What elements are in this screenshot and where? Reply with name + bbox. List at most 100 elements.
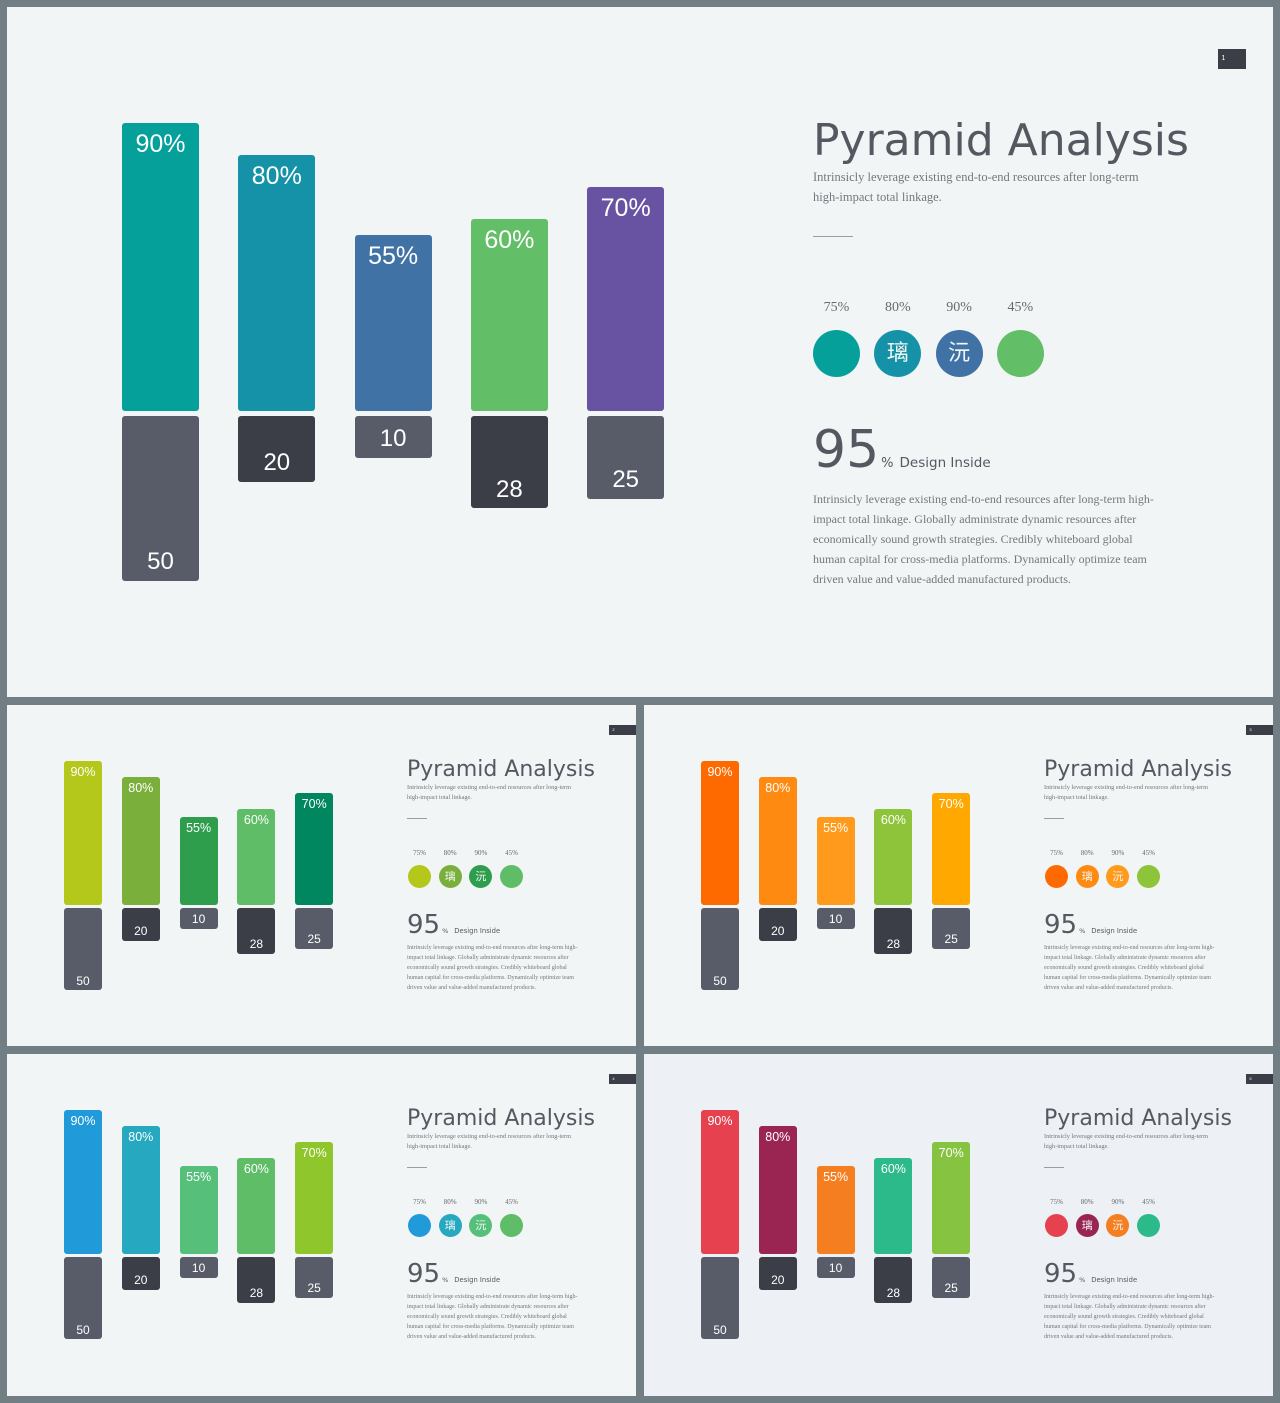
bar-bottom-5: 25 (587, 416, 665, 499)
bar-bottom-2: 20 (121, 1256, 160, 1290)
slide-number: 5 (1246, 1074, 1273, 1084)
bar-top-1: 90% (64, 1110, 102, 1254)
page-title: Pyramid Analysis (407, 1106, 595, 1131)
bar-bottom-2: 20 (758, 1256, 797, 1290)
bar-top-label: 55% (368, 242, 419, 270)
bar-top-2: 80% (758, 1126, 797, 1254)
divider (813, 236, 853, 237)
bar-top-5: 70% (295, 793, 334, 905)
bar-bottom-1: 50 (701, 1256, 739, 1339)
bar-bottom-5: 25 (295, 907, 334, 949)
bar-top-4: 60% (237, 1158, 276, 1254)
stat-label: Design Inside (1091, 927, 1138, 935)
bar-top-label: 90% (707, 1113, 733, 1128)
circle-percent-3: 90% (474, 849, 488, 857)
bar-top-label: 70% (938, 796, 964, 811)
circle-percent-2: 80% (1080, 1198, 1094, 1206)
slide-5: 90% 50 80% 20 55% 10 60% 28 70% 25 5 Pyramid Analys… (644, 1054, 1273, 1396)
bar-bottom-label: 28 (886, 1286, 901, 1301)
bar-top-label: 55% (186, 820, 212, 835)
bar-bottom-label: 10 (379, 425, 407, 453)
progress-circle-4 (500, 865, 524, 888)
subtitle: Intrinsicly leverage existing end-to-end… (407, 784, 572, 801)
bar-top-label: 60% (243, 812, 269, 827)
bar-top-2: 80% (758, 777, 797, 905)
stat-block: 95% Design Inside (1044, 910, 1137, 940)
progress-circle-2: 璃 (874, 330, 922, 377)
subtitle: Intrinsicly leverage existing end-to-end… (1044, 1133, 1209, 1150)
bar-bottom-label: 25 (944, 1281, 958, 1296)
circle-percent-2: 80% (1080, 849, 1094, 857)
subtitle: Intrinsicly leverage existing end-to-end… (1044, 784, 1209, 801)
progress-circle-3: 沅 (469, 1214, 493, 1237)
bar-bottom-3: 10 (816, 907, 855, 929)
bar-bottom-4: 28 (470, 416, 548, 509)
bar-top-label: 80% (765, 780, 791, 795)
slide-3: 90% 50 80% 20 55% 10 60% 28 70% 25 3 Pyramid Analys… (644, 705, 1273, 1046)
body-text: Intrinsicly leverage existing end-to-end… (407, 1294, 578, 1340)
bar-top-label: 90% (70, 1113, 96, 1128)
bar-top-4: 60% (874, 809, 913, 905)
bar-bottom-1: 50 (701, 907, 739, 990)
circle-percent-3: 90% (1111, 849, 1125, 857)
divider (407, 1167, 427, 1168)
bar-bottom-label: 25 (307, 1281, 321, 1296)
bar-top-5: 70% (295, 1142, 334, 1254)
bar-bottom-label: 10 (191, 912, 206, 927)
progress-circle-1 (408, 865, 431, 888)
bar-top-label: 60% (880, 812, 906, 827)
bar-top-1: 90% (701, 761, 739, 905)
progress-circle-1 (813, 330, 860, 377)
circle-percent-2: 80% (443, 849, 457, 857)
slide-number: 4 (609, 1074, 636, 1084)
stat-value: 95 (813, 420, 880, 480)
circle-percent-1: 75% (413, 1198, 426, 1206)
bar-bottom-label: 28 (249, 937, 264, 952)
stat-block: 95% Design Inside (407, 910, 500, 940)
bar-bottom-label: 10 (828, 1261, 843, 1276)
circle-percent-4: 45% (505, 1198, 519, 1206)
bar-bottom-label: 20 (134, 1273, 148, 1288)
bar-bottom-2: 20 (121, 907, 160, 941)
bar-bottom-label: 28 (249, 1286, 264, 1301)
bar-bottom-4: 28 (874, 1256, 913, 1303)
bar-top-5: 70% (587, 187, 665, 411)
bar-top-1: 90% (122, 123, 199, 411)
bar-bottom-label: 50 (713, 1322, 727, 1337)
stat-unit: % (1079, 927, 1086, 935)
bar-top-label: 90% (707, 764, 733, 779)
stat-unit: % (881, 456, 894, 471)
bar-bottom-1: 50 (64, 1256, 102, 1339)
bar-top-5: 70% (932, 793, 971, 905)
bar-top-label: 60% (243, 1161, 269, 1176)
page-title: Pyramid Analysis (407, 757, 595, 782)
bar-bottom-5: 25 (932, 1256, 971, 1298)
bar-top-label: 80% (251, 162, 302, 190)
progress-circle-2: 璃 (438, 1214, 462, 1237)
bar-bottom-label: 28 (886, 937, 901, 952)
progress-circle-3: 沅 (1106, 865, 1130, 888)
circle-percent-4: 45% (1142, 1198, 1156, 1206)
bar-bottom-3: 10 (179, 1256, 218, 1278)
bar-bottom-label: 25 (612, 465, 640, 493)
bar-top-2: 80% (238, 155, 316, 411)
bar-top-label: 60% (880, 1161, 906, 1176)
bar-bottom-4: 28 (237, 1256, 276, 1303)
slide-number: 1 (1218, 49, 1246, 69)
divider (1044, 1167, 1064, 1168)
stat-value: 95 (407, 910, 441, 940)
bar-top-1: 90% (64, 761, 102, 905)
divider (407, 818, 427, 819)
bar-top-2: 80% (121, 777, 160, 905)
bar-top-3: 55% (816, 1166, 855, 1254)
body-text: Intrinsicly leverage existing end-to-end… (1044, 1294, 1215, 1340)
bar-bottom-label: 10 (191, 1261, 206, 1276)
progress-circle-4 (1137, 1214, 1161, 1237)
bar-top-4: 60% (237, 809, 276, 905)
bar-bottom-label: 50 (147, 548, 174, 576)
stat-value: 95 (1044, 1259, 1078, 1289)
circle-percent-1: 75% (1050, 849, 1063, 857)
progress-circle-4 (1137, 865, 1161, 888)
progress-circle-3: 沅 (469, 865, 493, 888)
circle-percent-2: 80% (884, 300, 911, 315)
